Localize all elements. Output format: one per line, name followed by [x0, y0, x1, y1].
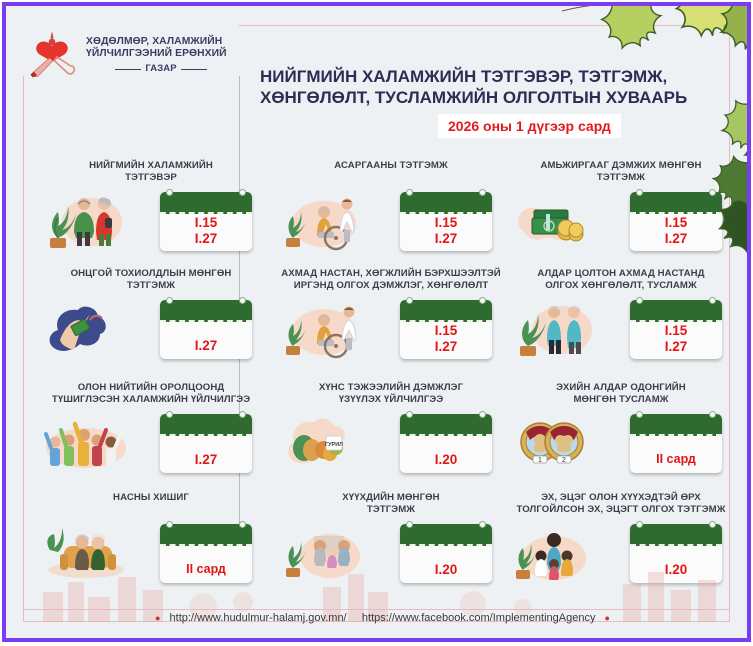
svg-text:2: 2: [562, 457, 566, 464]
svg-text:1: 1: [538, 457, 542, 464]
svg-text:ГУРИЛ: ГУРИЛ: [325, 442, 343, 448]
